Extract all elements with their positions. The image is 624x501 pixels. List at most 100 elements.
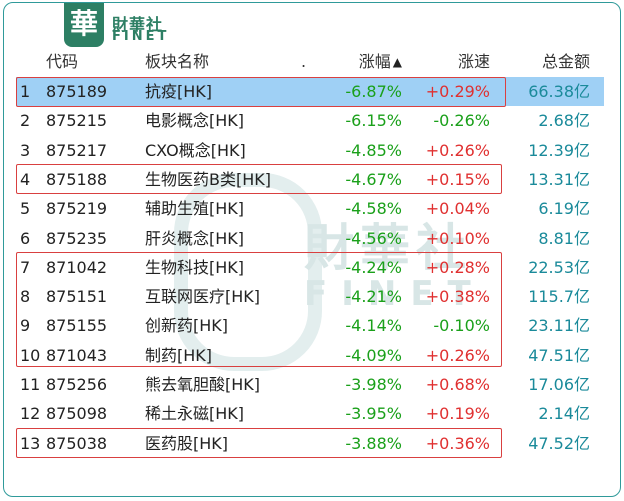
row-amount: 23.11亿 xyxy=(528,316,590,336)
row-code: 875188 xyxy=(46,169,108,189)
row-index: 8 xyxy=(20,287,31,307)
row-amount: 12.39亿 xyxy=(528,140,590,160)
selected-row-highlight xyxy=(16,77,604,106)
row-amount: 13.31亿 xyxy=(528,169,590,189)
row-change: -3.98% xyxy=(345,375,402,394)
header-name[interactable]: 板块名称 xyxy=(145,52,210,71)
row-amount: 47.52亿 xyxy=(528,433,590,453)
header-change-label: 涨幅 xyxy=(358,52,391,71)
row-name: 制药[HK] xyxy=(145,345,213,365)
row-name: 辅助生殖[HK] xyxy=(145,199,245,219)
quote-table-window: 財華社 FINET 華 財華社 FINET 代码 板块名称 . 涨幅 ▲ 涨速 总… xyxy=(3,2,621,497)
row-change: -4.67% xyxy=(345,169,402,189)
row-name: 创新药[HK] xyxy=(145,316,229,336)
header-change[interactable]: 涨幅 ▲ xyxy=(359,47,402,77)
table-header: 代码 板块名称 . 涨幅 ▲ 涨速 总金额 xyxy=(4,47,620,76)
row-index: 1 xyxy=(20,82,31,101)
row-code: 875038 xyxy=(46,433,108,453)
row-speed: +0.26% xyxy=(425,140,490,160)
row-name: 抗疫[HK] xyxy=(145,82,213,101)
row-speed: -0.26% xyxy=(433,111,490,131)
row-code: 875219 xyxy=(46,199,108,219)
row-name: 电影概念[HK] xyxy=(145,111,245,131)
row-amount: 115.7亿 xyxy=(528,287,590,307)
row-index: 7 xyxy=(20,257,31,277)
table-row[interactable]: 2 875215 电影概念[HK] -6.15% -0.26% 2.68亿 xyxy=(4,106,620,135)
row-speed: +0.29% xyxy=(425,82,490,101)
row-name: 稀土永磁[HK] xyxy=(145,404,245,424)
row-code: 875098 xyxy=(46,404,108,424)
row-index: 10 xyxy=(20,345,41,365)
row-code: 875215 xyxy=(46,111,108,131)
row-code: 875256 xyxy=(46,375,108,394)
header-speed[interactable]: 涨速 xyxy=(457,52,490,71)
row-index: 6 xyxy=(20,228,31,248)
table-row[interactable]: 9 875155 创新药[HK] -4.14% -0.10% 23.11亿 xyxy=(4,311,620,340)
table-row[interactable]: 11 875256 熊去氧胆酸[HK] -3.98% +0.68% 17.06亿 xyxy=(4,370,620,399)
row-change: -4.58% xyxy=(345,199,402,219)
table-row[interactable]: 3 875217 CXO概念[HK] -4.85% +0.26% 12.39亿 xyxy=(4,136,620,165)
row-speed: +0.68% xyxy=(425,375,490,394)
row-index: 4 xyxy=(20,169,31,189)
row-change: -4.21% xyxy=(345,287,402,307)
row-amount: 2.68亿 xyxy=(538,111,590,131)
row-name: 医药股[HK] xyxy=(145,433,229,453)
header-dot: . xyxy=(301,52,307,71)
row-code: 871043 xyxy=(46,345,108,365)
row-name: CXO概念[HK] xyxy=(145,140,246,160)
table-row[interactable]: 10 871043 制药[HK] -4.09% +0.26% 47.51亿 xyxy=(4,341,620,370)
logo-badge: 華 xyxy=(64,3,104,47)
header-code[interactable]: 代码 xyxy=(46,52,79,71)
row-index: 3 xyxy=(20,140,31,160)
row-change: -4.14% xyxy=(345,316,402,336)
row-name: 互联网医疗[HK] xyxy=(145,287,261,307)
table-row[interactable]: 4 875188 生物医药B类[HK] -4.67% +0.15% 13.31亿 xyxy=(4,165,620,194)
row-index: 9 xyxy=(20,316,31,336)
row-change: -3.88% xyxy=(345,433,402,453)
row-code: 875189 xyxy=(46,82,108,101)
row-change: -6.87% xyxy=(345,82,402,101)
row-code: 875155 xyxy=(46,316,108,336)
row-amount: 8.81亿 xyxy=(538,228,590,248)
row-code: 875235 xyxy=(46,228,108,248)
row-index: 12 xyxy=(20,404,41,424)
row-index: 2 xyxy=(20,111,31,131)
row-amount: 17.06亿 xyxy=(528,375,590,394)
table-row[interactable]: 7 871042 生物科技[HK] -4.24% +0.28% 22.53亿 xyxy=(4,253,620,282)
row-change: -4.56% xyxy=(345,228,402,248)
sort-up-icon: ▲ xyxy=(392,55,402,69)
table-row[interactable]: 8 875151 互联网医疗[HK] -4.21% +0.38% 115.7亿 xyxy=(4,282,620,311)
row-name: 生物医药B类[HK] xyxy=(145,169,271,189)
row-change: -4.24% xyxy=(345,257,402,277)
row-index: 5 xyxy=(20,199,31,219)
row-speed: +0.04% xyxy=(425,199,490,219)
table-row[interactable]: 5 875219 辅助生殖[HK] -4.58% +0.04% 6.19亿 xyxy=(4,194,620,223)
row-speed: +0.19% xyxy=(425,404,490,424)
row-name: 生物科技[HK] xyxy=(145,257,245,277)
row-name: 熊去氧胆酸[HK] xyxy=(145,375,261,394)
logo-name-cn: 財華社 xyxy=(112,15,164,34)
row-code: 875151 xyxy=(46,287,108,307)
table-row[interactable]: 12 875098 稀土永磁[HK] -3.95% +0.19% 2.14亿 xyxy=(4,399,620,428)
row-change: -6.15% xyxy=(345,111,402,131)
row-index: 11 xyxy=(20,375,41,394)
row-amount: 22.53亿 xyxy=(528,257,590,277)
table-row[interactable]: 13 875038 医药股[HK] -3.88% +0.36% 47.52亿 xyxy=(4,429,620,458)
row-change: -4.09% xyxy=(345,345,402,365)
finet-logo: 華 財華社 FINET xyxy=(64,3,204,47)
row-change: -4.85% xyxy=(345,140,402,160)
row-amount: 66.38亿 xyxy=(528,82,590,101)
row-code: 875217 xyxy=(46,140,108,160)
table-row[interactable]: 6 875235 肝炎概念[HK] -4.56% +0.10% 8.81亿 xyxy=(4,224,620,253)
row-speed: +0.26% xyxy=(425,345,490,365)
header-amount[interactable]: 总金额 xyxy=(541,52,590,71)
row-speed: +0.15% xyxy=(425,169,490,189)
logo-name-en: FINET xyxy=(112,29,170,44)
row-speed: +0.36% xyxy=(425,433,490,453)
row-speed: +0.28% xyxy=(425,257,490,277)
table-row[interactable]: 1 875189 抗疫[HK] -6.87% +0.29% 66.38亿 xyxy=(4,77,620,106)
row-speed: -0.10% xyxy=(433,316,490,336)
row-amount: 2.14亿 xyxy=(538,404,590,424)
row-change: -3.95% xyxy=(345,404,402,424)
row-name: 肝炎概念[HK] xyxy=(145,228,245,248)
